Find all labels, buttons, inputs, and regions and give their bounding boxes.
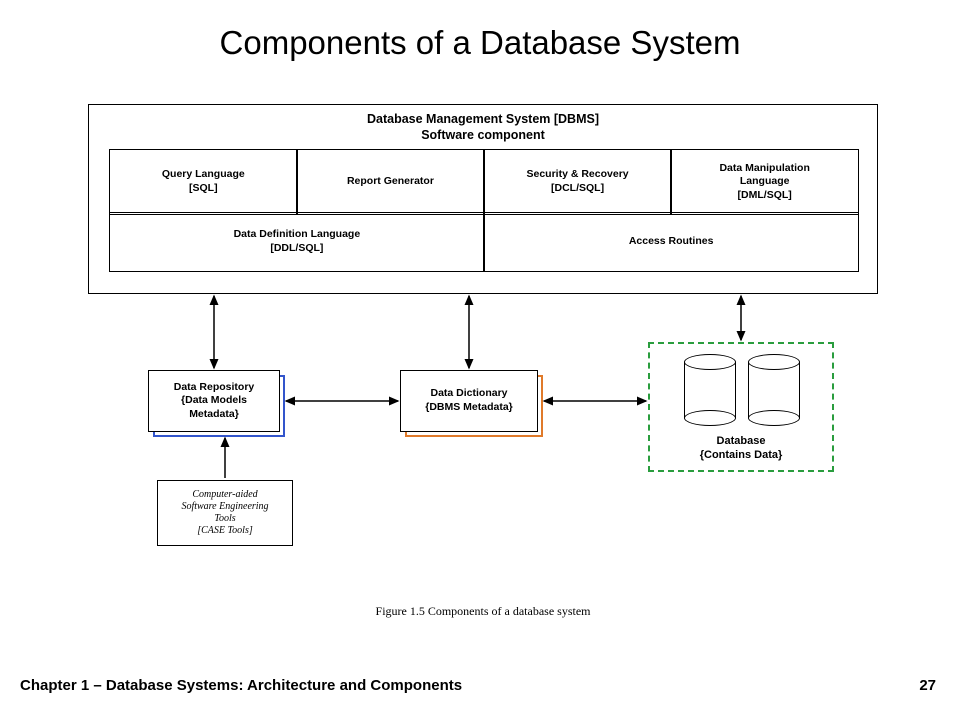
dbms-row-bottom: Data Definition Language[DDL/SQL] Access… (109, 214, 859, 272)
database-cylinder-icon (684, 354, 736, 426)
dictionary-label: Data Dictionary{DBMS Metadata} (400, 370, 538, 432)
slide-title: Components of a Database System (0, 24, 960, 62)
data-dictionary-box: Data Dictionary{DBMS Metadata} (400, 370, 538, 432)
cell-ddl: Data Definition Language[DDL/SQL] (109, 212, 485, 272)
dbms-title-l2: Software component (89, 127, 877, 143)
cell-report-generator: Report Generator (296, 149, 485, 215)
cell-access-routines: Access Routines (483, 212, 859, 272)
footer-page-number: 27 (919, 677, 936, 694)
data-repository-box: Data Repository{Data ModelsMetadata} (148, 370, 280, 432)
diagram: Database Management System [DBMS] Softwa… (88, 104, 878, 624)
database-container: Database{Contains Data} (648, 342, 834, 472)
repository-label: Data Repository{Data ModelsMetadata} (148, 370, 280, 432)
cell-dml: Data ManipulationLanguage[DML/SQL] (670, 149, 859, 215)
cell-query-language: Query Language[SQL] (109, 149, 298, 215)
figure-caption: Figure 1.5 Components of a database syst… (88, 604, 878, 619)
dbms-title: Database Management System [DBMS] Softwa… (89, 111, 877, 144)
database-cylinder-icon (748, 354, 800, 426)
case-tools-box: Computer-aidedSoftware EngineeringTools[… (157, 480, 293, 546)
dbms-box: Database Management System [DBMS] Softwa… (88, 104, 878, 294)
dbms-row-top: Query Language[SQL] Report Generator Sec… (109, 149, 859, 215)
database-label: Database{Contains Data} (650, 434, 832, 463)
cell-security-recovery: Security & Recovery[DCL/SQL] (483, 149, 672, 215)
dbms-title-l1: Database Management System [DBMS] (89, 111, 877, 127)
footer-chapter: Chapter 1 – Database Systems: Architectu… (20, 677, 462, 694)
